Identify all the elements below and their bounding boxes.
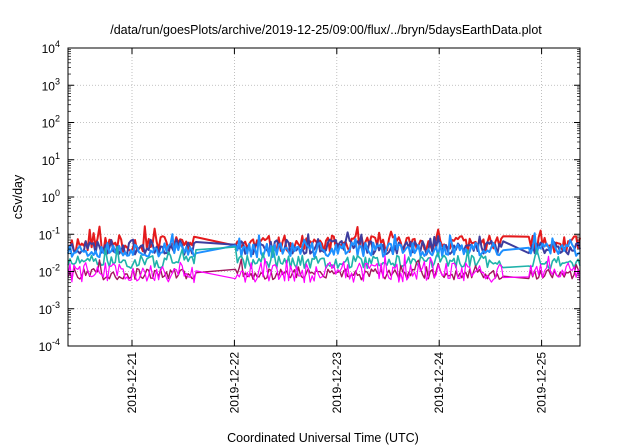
y-tick-label: 102 <box>42 114 60 131</box>
x-tick-label: 2019-12-21 <box>125 352 139 414</box>
grid-lines <box>68 48 580 346</box>
y-tick-label: 104 <box>42 39 60 56</box>
y-tick-label: 10-2 <box>39 263 60 280</box>
x-axis: 2019-12-21 2019-12-22 2019-12-23 2019-12-24… <box>125 48 549 413</box>
x-tick-label: 2019-12-22 <box>227 352 241 414</box>
series-line <box>67 225 581 254</box>
y-tick-label: 101 <box>42 151 60 168</box>
data-series <box>67 225 581 284</box>
x-tick-label: 2019-12-25 <box>535 352 549 414</box>
y-tick-label: 100 <box>42 188 60 205</box>
x-tick-label: 2019-12-24 <box>432 352 446 414</box>
y-axis-label: cSv/day <box>11 174 25 219</box>
y-axis: 10-4 10-3 10-2 10-1 100 101 102 103 104 <box>39 39 580 354</box>
series-line <box>67 231 581 256</box>
series-line <box>67 232 581 259</box>
y-tick-label: 10-4 <box>39 337 60 354</box>
series-line <box>67 254 581 284</box>
x-axis-label: Coordinated Universal Time (UTC) <box>227 431 419 445</box>
y-tick-label: 10-1 <box>39 225 60 242</box>
y-tick-label: 103 <box>42 76 60 93</box>
chart-title: /data/run/goesPlots/archive/2019-12-25/0… <box>110 23 542 37</box>
x-tick-label: 2019-12-23 <box>330 352 344 414</box>
y-tick-label: 10-3 <box>39 300 60 317</box>
